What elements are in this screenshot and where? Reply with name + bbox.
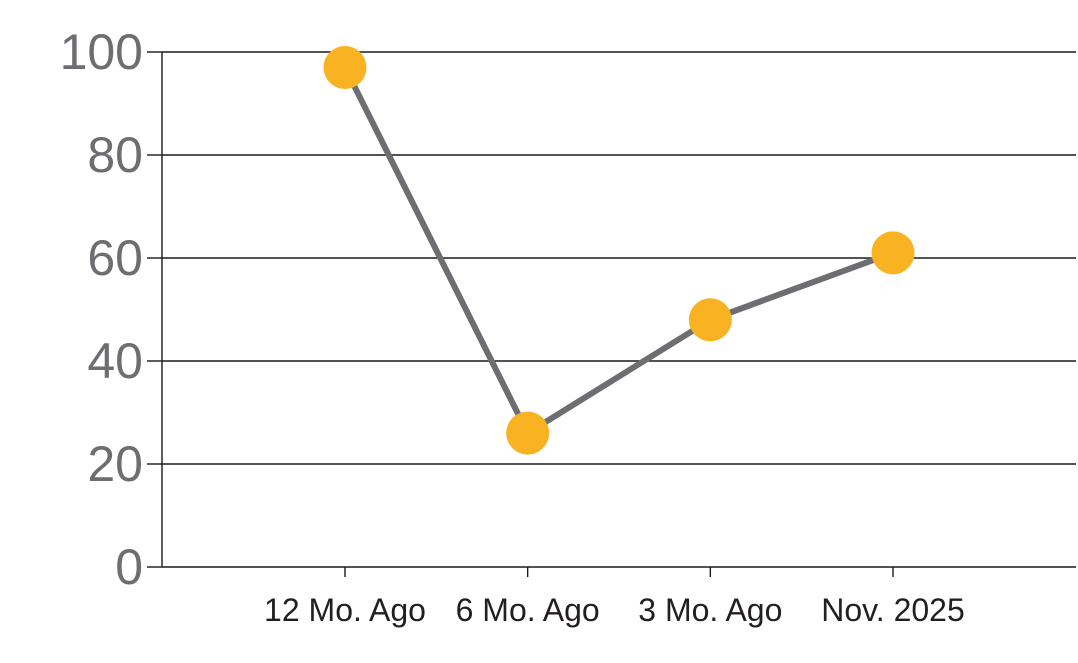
y-tick-label: 100 xyxy=(60,24,143,80)
data-point-marker xyxy=(871,231,915,275)
data-point-marker xyxy=(506,411,550,455)
y-tick-label: 80 xyxy=(87,127,143,183)
y-tick-label: 60 xyxy=(87,230,143,286)
x-tick-label: 6 Mo. Ago xyxy=(456,592,600,628)
data-line xyxy=(342,64,896,438)
x-tick-label: 3 Mo. Ago xyxy=(638,592,782,628)
data-point-marker xyxy=(323,45,367,89)
y-tick-label: 40 xyxy=(87,333,143,389)
y-tick-label: 0 xyxy=(115,539,143,595)
y-tick-label: 20 xyxy=(87,436,143,492)
x-tick-label: 12 Mo. Ago xyxy=(264,592,426,628)
x-tick-label: Nov. 2025 xyxy=(821,592,965,628)
data-point-marker xyxy=(688,298,732,342)
